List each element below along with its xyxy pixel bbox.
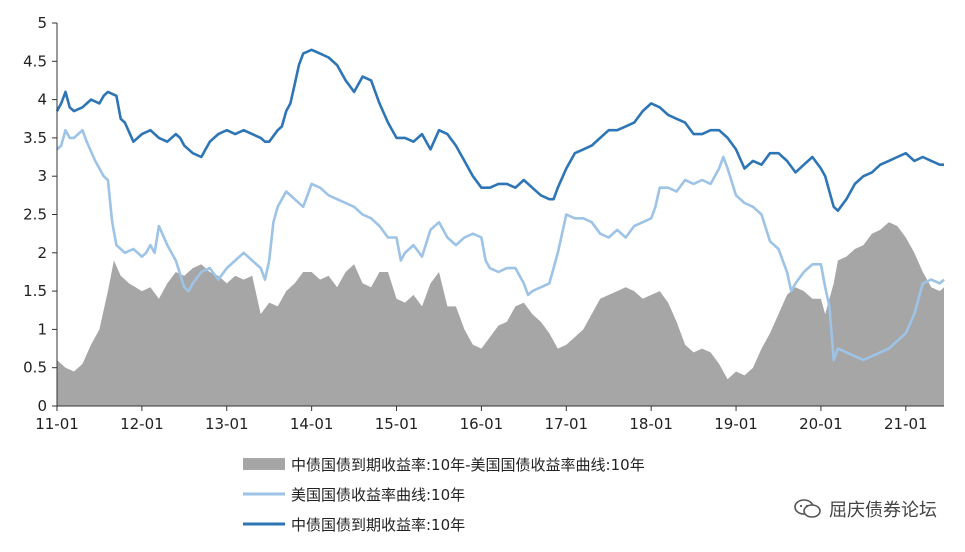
y-tick-label: 3.5 xyxy=(23,129,47,147)
y-tick-label: 4.5 xyxy=(23,52,47,70)
x-tick-label: 20-01 xyxy=(799,415,843,433)
y-tick-label: 4 xyxy=(37,91,47,109)
x-tick-label: 18-01 xyxy=(629,415,673,433)
x-tick-labels: 11-01 12-01 13-01 14-01 15-01 16-01 17-01 18-01… xyxy=(35,415,927,433)
y-tick-label: 0 xyxy=(37,397,47,415)
legend-label-cn-yield: 中债国债到期收益率:10年 xyxy=(291,516,465,534)
legend-label-us-yield: 美国国债收益率曲线:10年 xyxy=(291,486,465,504)
axes-layer xyxy=(52,22,944,411)
legend-swatch-spread xyxy=(243,458,285,470)
series-line-us-yield xyxy=(56,128,945,362)
y-tick-label: 2.5 xyxy=(23,206,47,224)
legend-item-us-yield: 美国国债收益率曲线:10年 xyxy=(243,486,465,504)
y-tick-label: 5 xyxy=(37,14,47,32)
legend-item-cn-yield: 中债国债到期收益率:10年 xyxy=(243,516,465,534)
x-tick-label: 11-01 xyxy=(35,415,79,433)
wechat-icon xyxy=(794,499,821,518)
legend-item-spread: 中债国债到期收益率:10年-美国国债收益率曲线:10年 xyxy=(243,456,645,474)
series-line-cn-yield xyxy=(55,48,944,212)
watermark: 屈庆债券论坛 xyxy=(793,496,937,522)
watermark-text: 屈庆债券论坛 xyxy=(829,500,937,521)
y-tick-labels: 0 0.5 1 1.5 2 2.5 3 3.5 4 4.5 5 xyxy=(23,14,47,415)
spread-area-layer xyxy=(57,222,944,406)
legend: 中债国债到期收益率:10年-美国国债收益率曲线:10年 美国国债收益率曲线:10… xyxy=(243,456,645,534)
legend-label-spread: 中债国债到期收益率:10年-美国国债收益率曲线:10年 xyxy=(291,456,645,474)
x-tick-label: 14-01 xyxy=(290,415,334,433)
y-tick-label: 1.5 xyxy=(23,282,47,300)
x-tick-label: 21-01 xyxy=(884,415,928,433)
y-tick-label: 0.5 xyxy=(23,359,47,377)
x-tick-label: 15-01 xyxy=(375,415,419,433)
y-tick-label: 1 xyxy=(37,320,47,338)
x-tick-label: 12-01 xyxy=(120,415,164,433)
series-area-spread xyxy=(57,222,944,406)
y-tick-label: 2 xyxy=(37,244,47,262)
x-tick-label: 17-01 xyxy=(544,415,588,433)
yield-lines-layer xyxy=(55,48,945,362)
x-tick-label: 16-01 xyxy=(460,415,504,433)
y-tick-label: 3 xyxy=(37,167,47,185)
x-tick-label: 19-01 xyxy=(714,415,758,433)
x-tick-label: 13-01 xyxy=(205,415,249,433)
